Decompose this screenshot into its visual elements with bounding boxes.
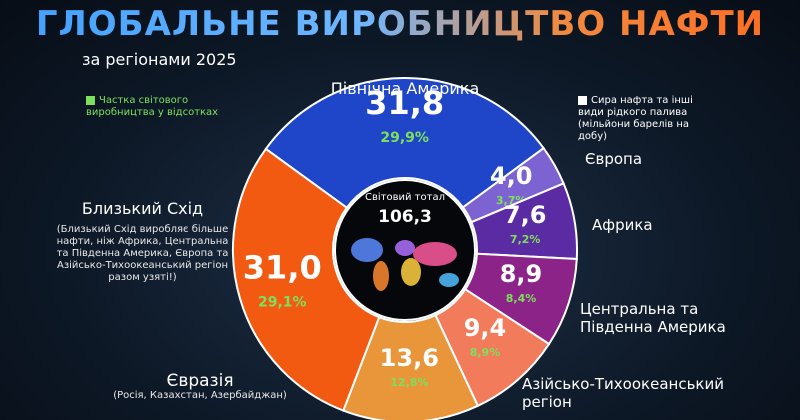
category-label: Євразія: [166, 371, 234, 391]
value-label: 7,6: [504, 201, 547, 229]
value-label: 13,6: [380, 344, 439, 372]
legend-text: Частка світового виробництва у відсотках: [86, 95, 219, 118]
map-shape: [373, 261, 389, 291]
share-label: 29,1%: [258, 294, 307, 310]
value-label: 31,0: [243, 248, 322, 286]
map-shape: [401, 258, 421, 286]
category-label: Північна Америка: [330, 79, 480, 98]
value-label: 9,4: [464, 314, 507, 342]
share-label: 29,9%: [380, 130, 429, 146]
category-label: Азійсько-Тихоокеанський регіон: [522, 375, 724, 411]
category-label: Центральна та Південна Америка: [580, 300, 726, 336]
category-label: Африка: [592, 216, 653, 234]
value-label: 31,8: [365, 84, 444, 122]
legend-swatch: [578, 96, 587, 105]
share-label: 12,8%: [390, 376, 428, 389]
wedge: [264, 77, 546, 210]
share-label: 8,4%: [506, 292, 537, 305]
share-label: 7,2%: [510, 233, 541, 246]
total-label: 106,3: [378, 207, 432, 227]
map-shape: [395, 240, 415, 256]
category-note: (Росія, Казахстан, Азербайджан): [113, 390, 287, 401]
total-title: Світовий тотал: [365, 191, 445, 203]
category-block: Близький Схід (Близький Схід виробляє бі…: [55, 200, 230, 284]
legend-volume: Сира нафта та інші види рідкого палива (…: [578, 95, 718, 143]
legend-swatch: [86, 96, 95, 105]
category-label: Близький Схід: [81, 199, 204, 218]
legend-share: Частка світового виробництва у відсотках: [86, 95, 236, 119]
map-shape: [351, 238, 383, 262]
share-label: 8,9%: [470, 346, 501, 359]
legend-text: Сира нафта та інші види рідкого палива (…: [578, 95, 693, 142]
map-shape: [439, 273, 459, 287]
value-label: 4,0: [490, 162, 533, 190]
category-block: Євразія (Росія, Казахстан, Азербайджан): [100, 372, 300, 402]
map-shape: [413, 242, 457, 266]
wedge: [232, 147, 381, 412]
category-label: Європа: [585, 150, 643, 168]
category-note: (Близький Схід виробляє більше нафти, ні…: [56, 224, 229, 283]
value-label: 8,9: [500, 260, 543, 288]
chart-subtitle: за регіонами 2025: [82, 50, 237, 69]
chart-title: ГЛОБАЛЬНЕ ВИРОБНИЦТВО НАФТИ: [0, 4, 800, 44]
